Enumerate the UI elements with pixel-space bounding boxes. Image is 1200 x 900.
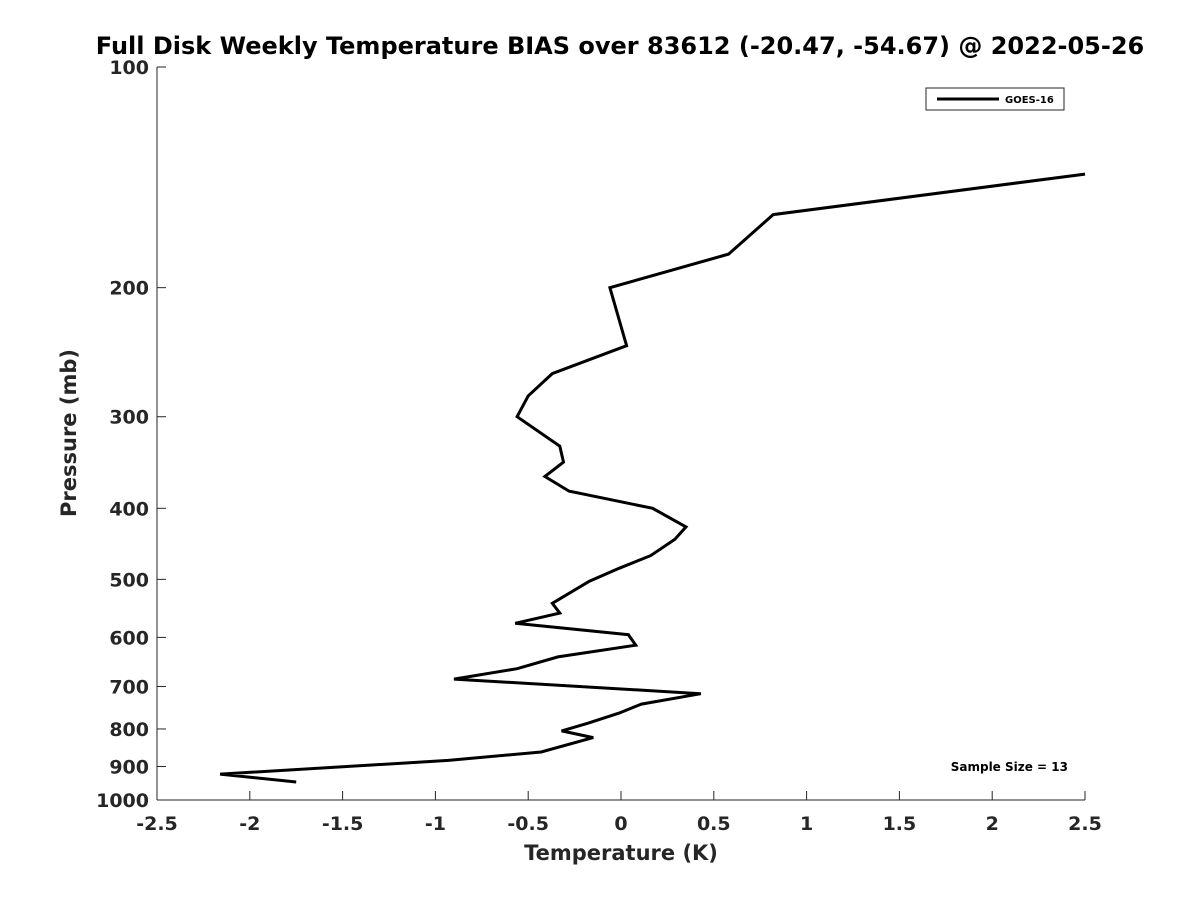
y-ticks: 100 200 300 400 500 600 700 800 900 1000 xyxy=(96,57,166,812)
x-tick-label: 0.5 xyxy=(697,813,731,835)
x-tick-label: 2.5 xyxy=(1068,813,1102,835)
y-tick-label: 800 xyxy=(109,719,149,741)
y-tick-label: 600 xyxy=(109,627,149,649)
y-axis-label: Pressure (mb) xyxy=(57,349,81,517)
x-ticks: -2.5 -2 -1.5 -1 -0.5 0 0.5 1 1.5 2 2.5 xyxy=(136,791,1102,835)
x-axis-label: Temperature (K) xyxy=(524,841,718,865)
legend: GOES-16 xyxy=(925,87,1065,111)
x-tick-label: 0 xyxy=(614,813,627,835)
x-tick-label: -1.5 xyxy=(322,813,364,835)
x-tick-label: -2 xyxy=(239,813,260,835)
x-tick-label: -0.5 xyxy=(507,813,549,835)
y-tick-label: 300 xyxy=(109,407,149,429)
x-tick-label: 1.5 xyxy=(883,813,917,835)
x-tick-label: 1 xyxy=(800,813,813,835)
y-tick-label: 200 xyxy=(109,278,149,300)
y-tick-label: 500 xyxy=(109,569,149,591)
y-tick-label: 900 xyxy=(109,756,149,778)
x-tick-label: 2 xyxy=(986,813,999,835)
y-tick-label: 400 xyxy=(109,498,149,520)
y-tick-label: 1000 xyxy=(96,790,149,812)
y-tick-label: 100 xyxy=(109,57,149,79)
series-line-goes-16 xyxy=(219,172,1086,784)
y-tick-label: 700 xyxy=(109,676,149,698)
x-tick-label: -1 xyxy=(425,813,446,835)
chart-title: Full Disk Weekly Temperature BIAS over 8… xyxy=(96,32,1144,60)
x-tick-label: -2.5 xyxy=(136,813,178,835)
sample-size-annotation: Sample Size = 13 xyxy=(951,760,1068,774)
series-layer xyxy=(219,172,1086,784)
legend-entry-goes-16: GOES-16 xyxy=(1005,95,1054,106)
